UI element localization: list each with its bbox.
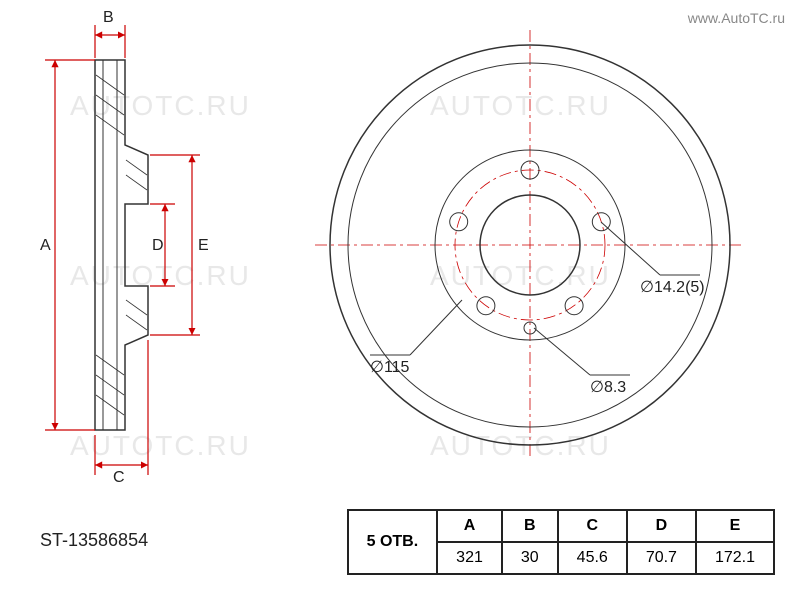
locator-label: ∅8.3 bbox=[590, 379, 626, 396]
section-hatch bbox=[96, 75, 147, 415]
dim-d-label: D bbox=[152, 237, 164, 254]
col-header: B bbox=[502, 510, 558, 542]
dim-value: 172.1 bbox=[696, 542, 774, 574]
diagram-container: AUTOTC.RU AUTOTC.RU AUTOTC.RU AUTOTC.RU … bbox=[0, 0, 800, 600]
dim-value: 30 bbox=[502, 542, 558, 574]
dim-value: 70.7 bbox=[627, 542, 696, 574]
side-view: A B C D E bbox=[40, 9, 209, 486]
front-view: ∅115 ∅14.2(5) ∅8.3 bbox=[315, 30, 745, 460]
dim-c-label: C bbox=[113, 469, 125, 486]
dimensions-table: 5 ОТВ. A B C D E 321 30 45.6 70.7 172.1 bbox=[347, 509, 775, 575]
table-row: 5 ОТВ. A B C D E bbox=[348, 510, 774, 542]
pcd-label: ∅115 bbox=[370, 359, 410, 376]
col-header: C bbox=[558, 510, 627, 542]
hole-count-cell: 5 ОТВ. bbox=[348, 510, 438, 574]
col-header: E bbox=[696, 510, 774, 542]
col-header: A bbox=[437, 510, 502, 542]
dim-a-label: A bbox=[40, 237, 51, 254]
part-number: ST-13586854 bbox=[40, 530, 148, 551]
dim-e-label: E bbox=[198, 237, 209, 254]
bolt-hole-label: ∅14.2(5) bbox=[640, 279, 705, 296]
col-header: D bbox=[627, 510, 696, 542]
dim-value: 321 bbox=[437, 542, 502, 574]
dim-b-label: B bbox=[103, 9, 114, 26]
dim-value: 45.6 bbox=[558, 542, 627, 574]
